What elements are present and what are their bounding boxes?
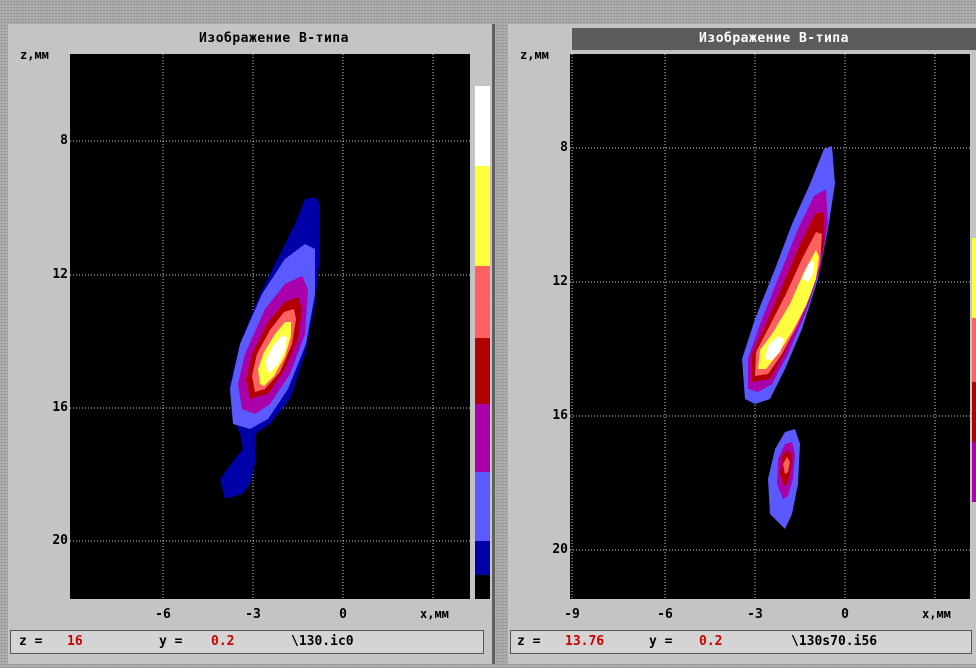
y-tick-label: 20 [552, 542, 568, 557]
y-tick-label: 20 [52, 533, 68, 548]
colorbar-segment [475, 86, 490, 166]
z-value: 13.76 [565, 634, 605, 649]
colorbar-segment [475, 575, 490, 599]
colorbar-segment [475, 404, 490, 472]
panel-title: Изображение В-типа [72, 28, 476, 50]
status-bar: z = 16 y = 0.2 \130.ic0 [10, 630, 484, 654]
x-tick-label: -6 [657, 607, 673, 622]
file-name: \130s70.i56 [791, 634, 878, 649]
x-tick-label: -3 [245, 607, 261, 622]
x-axis-title: x,мм [420, 607, 449, 621]
grid [70, 54, 470, 599]
x-tick-label: 0 [339, 607, 347, 622]
bscan-panel-left: Изображение В-типа z,мм 8 12 16 20 [8, 24, 495, 664]
status-bar: z = 13.76 y = 0.2 \130s70.i56 [510, 630, 972, 654]
x-tick-label: -9 [564, 607, 580, 622]
y-tick-label: 16 [52, 400, 68, 415]
echo-signal [220, 197, 320, 499]
bscan-plot[interactable] [70, 54, 490, 599]
colorbar-segment [972, 238, 976, 318]
colorbar-segment [475, 541, 490, 575]
bscan-panel-right: Изображение В-типа z,мм 8 12 16 20 [508, 24, 976, 664]
colorbar-segment [475, 166, 490, 266]
colorbar-segment [475, 472, 490, 541]
file-name: \130.ic0 [291, 634, 354, 649]
z-label: z = [517, 634, 549, 649]
y-axis-title: z,мм [20, 48, 49, 62]
y-axis-title: z,мм [520, 48, 549, 62]
y-tick-label: 16 [552, 408, 568, 423]
x-tick-label: -3 [747, 607, 763, 622]
x-tick-label: -6 [155, 607, 171, 622]
colorbar-segment [475, 266, 490, 338]
z-label: z = [19, 634, 51, 649]
x-tick-label: 0 [841, 607, 849, 622]
bscan-plot[interactable] [570, 54, 976, 599]
colorbar-segment [972, 442, 976, 502]
colorbar [475, 86, 490, 599]
y-tick-label: 12 [52, 267, 68, 282]
z-value: 16 [67, 634, 83, 649]
panel-title: Изображение В-типа [572, 28, 976, 50]
colorbar-segment [972, 318, 976, 382]
colorbar [972, 238, 976, 502]
echo-signal [742, 146, 835, 529]
grid [570, 54, 970, 599]
y-value: 0.2 [211, 634, 235, 649]
y-value: 0.2 [699, 634, 723, 649]
y-tick-label: 8 [560, 140, 568, 155]
y-tick-label: 8 [60, 133, 68, 148]
y-tick-label: 12 [552, 274, 568, 289]
y-label: y = [159, 634, 191, 649]
x-axis-title: x,мм [922, 607, 951, 621]
y-label: y = [649, 634, 681, 649]
colorbar-segment [972, 382, 976, 442]
colorbar-segment [475, 338, 490, 404]
